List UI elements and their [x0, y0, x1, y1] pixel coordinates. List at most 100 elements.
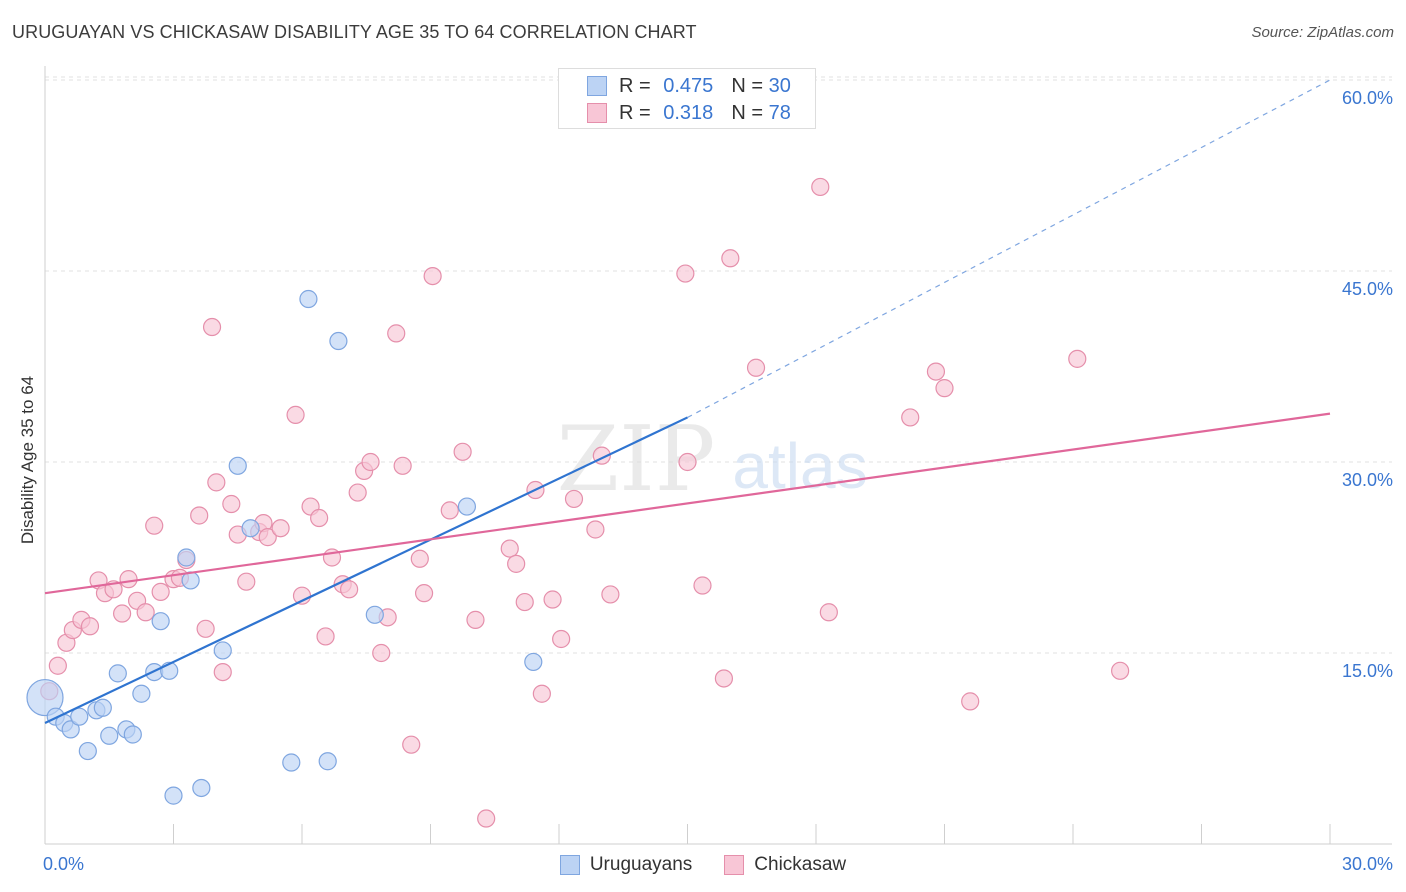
chickasaw-point	[961, 692, 980, 711]
legend-n-label: N =	[731, 74, 764, 97]
legend-row-chickasaw: R = 0.318 N = 78	[559, 100, 791, 126]
chickasaw-point	[145, 516, 164, 535]
chickasaw-point	[746, 358, 766, 377]
chickasaw-point	[387, 324, 406, 343]
chickasaw-point	[1111, 661, 1130, 680]
chickasaw-point	[190, 506, 209, 525]
chickasaw-point	[500, 539, 519, 558]
chickasaw-point	[543, 590, 562, 609]
y-tick-label: 45.0%	[1342, 279, 1393, 299]
uruguayans-trendline	[44, 416, 688, 725]
uruguayans-point	[70, 707, 89, 726]
chickasaw-point	[237, 572, 256, 591]
chickasaw-point	[196, 619, 215, 638]
x-tick-label: 30.0%	[1342, 854, 1393, 874]
chickasaw-point	[466, 610, 485, 629]
series-legend: Uruguayans Chickasaw	[0, 852, 1406, 878]
chickasaw-point	[935, 379, 954, 398]
chickasaw-point	[532, 684, 551, 703]
legend-r-label: R =	[619, 101, 651, 124]
y-tick-label: 30.0%	[1342, 470, 1393, 490]
uruguayans-point	[329, 331, 348, 351]
chickasaw-point	[213, 662, 232, 682]
uruguayans-point	[177, 548, 196, 567]
chickasaw-point	[507, 554, 526, 573]
gridlines	[45, 76, 1392, 654]
uruguayans-point	[93, 698, 112, 717]
uruguayans-point	[365, 605, 384, 624]
uruguayans-points	[26, 289, 543, 805]
uruguayans-point	[192, 778, 211, 798]
uruguayans-point	[123, 725, 142, 744]
uruguayans-point	[78, 741, 97, 761]
chickasaw-point	[348, 483, 367, 502]
legend-row-uruguayans: R = 0.475 N = 30	[559, 73, 791, 99]
legend-r-value: 0.475	[663, 74, 714, 97]
x-tick-label: 0.0%	[43, 854, 84, 874]
chickasaw-point	[112, 604, 132, 623]
chickasaw-point	[361, 452, 380, 472]
uruguayans-point	[318, 752, 337, 771]
stats-legend: R = 0.475 N = 30 R = 0.318 N = 78	[558, 68, 816, 129]
chickasaw-point	[222, 494, 241, 514]
uruguayans-point	[282, 753, 301, 772]
chickasaw-point	[564, 489, 584, 509]
chickasaw-point	[202, 317, 222, 337]
chickasaw-point	[80, 617, 100, 636]
chickasaw-point	[136, 603, 155, 622]
uruguayans-point	[151, 612, 170, 631]
uruguayans-point	[524, 652, 543, 672]
legend-item-uruguayans[interactable]: Uruguayans	[559, 854, 693, 876]
legend-swatch-blue	[559, 855, 580, 875]
chickasaw-point	[423, 266, 442, 286]
y-axis-label: Disability Age 35 to 64	[18, 375, 37, 545]
chickasaw-point	[819, 603, 838, 622]
chickasaw-point	[1068, 349, 1087, 368]
y-tick-label: 60.0%	[1342, 88, 1393, 108]
chickasaw-point	[453, 442, 472, 461]
chickasaw-point	[693, 576, 712, 595]
uruguayans-trendline-extension	[687, 79, 1331, 418]
chickasaw-trendline	[44, 412, 1331, 595]
chickasaw-point	[48, 656, 67, 675]
axes	[44, 66, 1392, 845]
legend-swatch-blue	[587, 76, 607, 96]
chickasaw-point	[410, 549, 429, 568]
legend-label: Chickasaw	[754, 854, 847, 875]
chart-title: URUGUAYAN VS CHICKASAW DISABILITY AGE 35…	[12, 22, 697, 42]
uruguayans-point	[108, 664, 127, 683]
legend-r-label: R =	[619, 74, 651, 97]
uruguayans-point	[100, 726, 119, 745]
legend-label: Uruguayans	[589, 854, 693, 875]
chickasaw-point	[286, 405, 305, 424]
source-note: Source: ZipAtlas.com	[1251, 24, 1394, 41]
chickasaw-point	[586, 520, 605, 539]
chickasaw-point	[811, 177, 830, 197]
chickasaw-point	[151, 582, 170, 601]
legend-swatch-pink	[587, 103, 607, 123]
uruguayans-point	[26, 678, 64, 717]
chickasaw-point	[477, 809, 496, 828]
chickasaw-point	[372, 643, 391, 663]
uruguayans-point	[299, 289, 318, 309]
y-tick-label: 15.0%	[1342, 661, 1393, 681]
legend-item-chickasaw[interactable]: Chickasaw	[724, 854, 846, 876]
chickasaw-point	[678, 452, 697, 472]
chickasaw-point	[119, 570, 138, 589]
chickasaw-point	[316, 627, 335, 646]
legend-swatch-pink	[724, 855, 745, 875]
legend-r-value: 0.318	[663, 101, 714, 124]
chickasaw-point	[271, 519, 290, 538]
trendlines	[44, 79, 1331, 725]
chickasaw-point	[440, 501, 459, 520]
chickasaw-point	[721, 249, 740, 268]
legend-n-value: 78	[768, 101, 791, 124]
chickasaw-point	[414, 584, 434, 603]
uruguayans-point	[228, 456, 247, 475]
watermark: ZIP atlas	[557, 407, 868, 512]
uruguayans-point	[241, 519, 260, 538]
chickasaw-point	[310, 508, 329, 528]
chickasaw-point	[402, 735, 421, 754]
chickasaw-point	[901, 408, 920, 427]
